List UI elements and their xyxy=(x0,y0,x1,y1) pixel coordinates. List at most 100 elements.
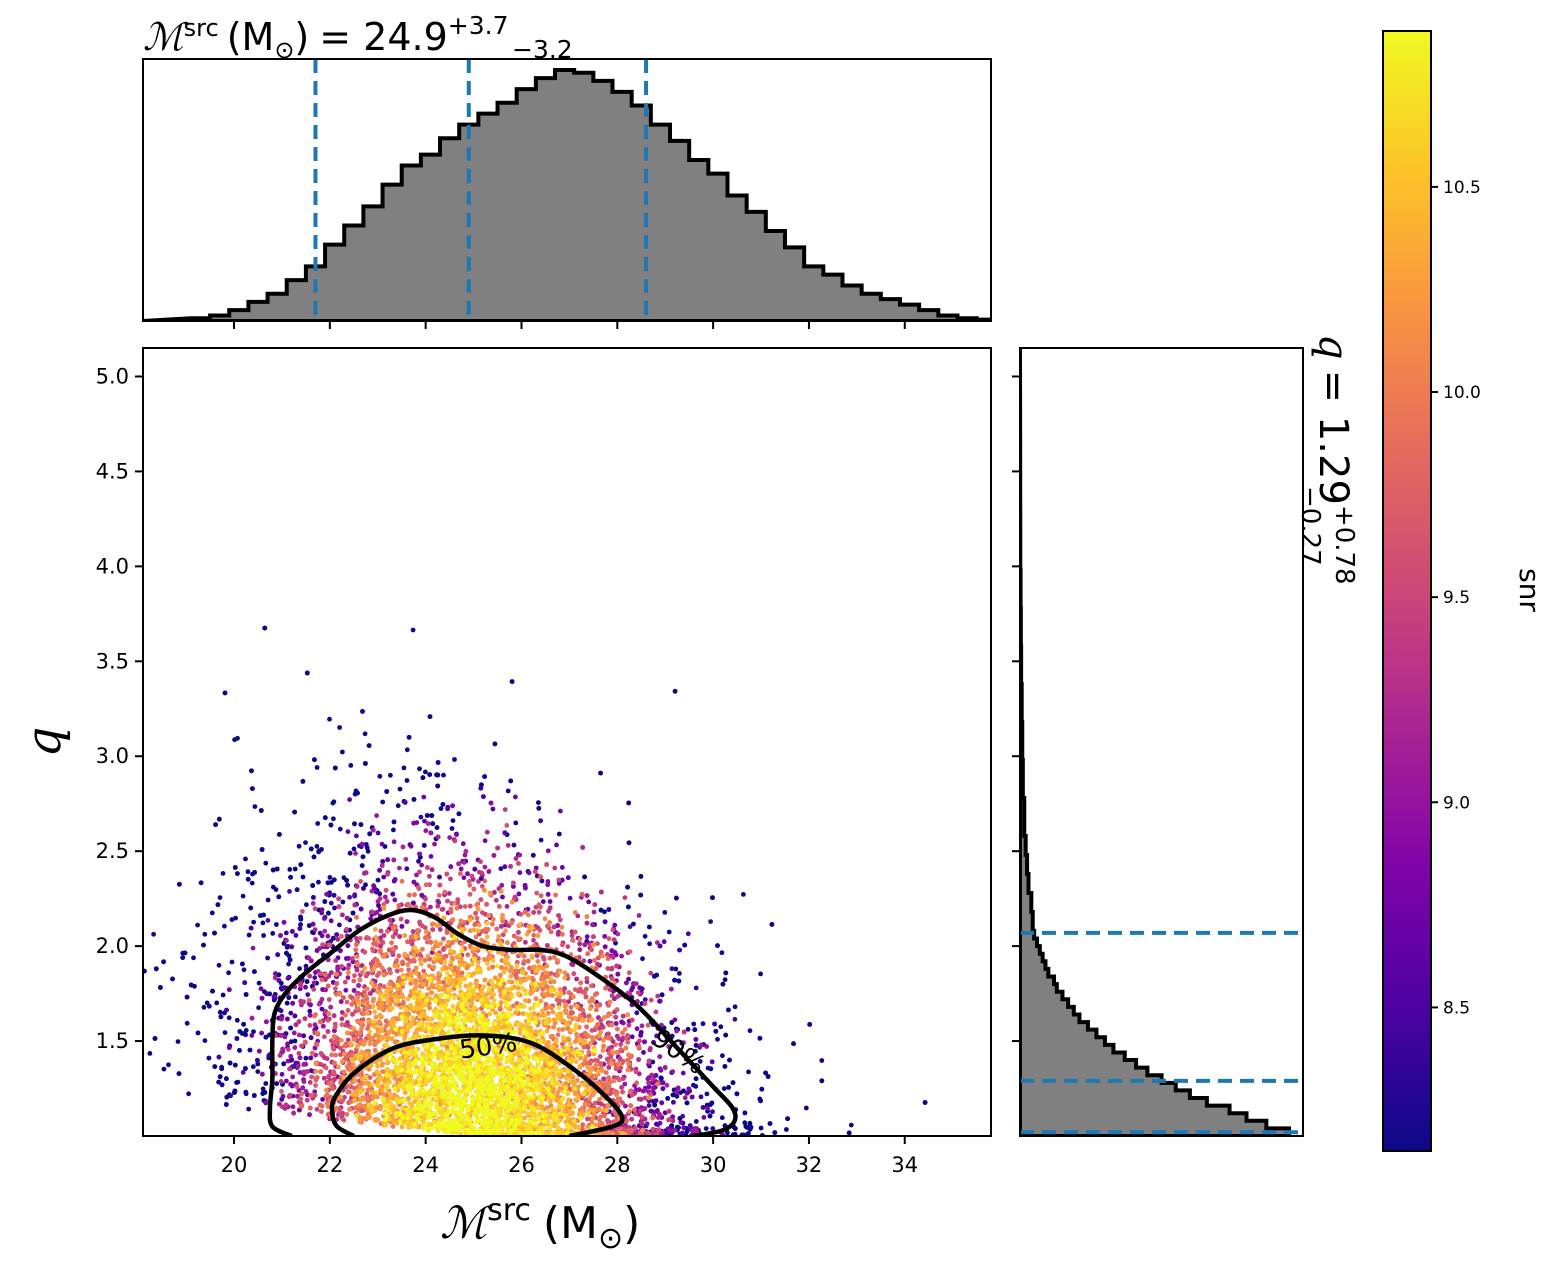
scatter-point xyxy=(662,1065,668,1070)
scatter-point xyxy=(427,882,432,888)
scatter-point xyxy=(592,1100,598,1106)
scatter-point xyxy=(301,999,306,1005)
scatter-point xyxy=(420,946,425,952)
scatter-point xyxy=(224,1076,229,1082)
scatter-point xyxy=(629,1116,634,1122)
scatter-point xyxy=(147,1051,153,1056)
scatter-point xyxy=(599,1101,604,1107)
scatter-point xyxy=(161,1066,167,1072)
scatter-point xyxy=(697,1059,703,1064)
scatter-point xyxy=(526,912,531,918)
scatter-point xyxy=(606,1031,611,1037)
scatter-point xyxy=(296,1019,302,1024)
scatter-point xyxy=(248,925,254,931)
scatter-point xyxy=(562,1008,568,1014)
scatter-point xyxy=(534,953,540,958)
scatter-point xyxy=(653,1073,659,1078)
scatter-point xyxy=(616,1077,622,1083)
scatter-point xyxy=(228,1093,233,1099)
scatter-point xyxy=(586,1033,591,1039)
scatter-point xyxy=(397,865,402,871)
scatter-point xyxy=(445,898,450,904)
scatter-point xyxy=(556,1027,562,1032)
scatter-point xyxy=(428,854,434,859)
scatter-point xyxy=(265,918,271,923)
scatter-point xyxy=(672,688,678,694)
scatter-point xyxy=(693,985,699,991)
scatter-point xyxy=(355,994,361,1000)
scatter-point xyxy=(473,934,479,940)
scatter-point xyxy=(354,884,360,889)
scatter-point xyxy=(352,821,357,827)
scatter-point xyxy=(209,910,215,916)
scatter-point xyxy=(403,856,409,862)
scatter-point xyxy=(383,887,389,893)
scatter-point xyxy=(680,1113,686,1119)
scatter-point xyxy=(334,971,339,977)
scatter-point xyxy=(206,1055,212,1061)
scatter-point xyxy=(465,952,471,958)
scatter-point xyxy=(380,940,386,945)
scatter-point xyxy=(590,1035,595,1040)
scatter-point xyxy=(287,957,293,963)
scatter-point xyxy=(693,1037,699,1042)
scatter-point xyxy=(381,1092,387,1097)
scatter-point xyxy=(423,828,429,834)
scatter-point xyxy=(612,949,618,955)
scatter-point xyxy=(382,894,388,900)
scatter-point xyxy=(325,1029,331,1034)
scatter-point xyxy=(667,1117,672,1122)
scatter-point xyxy=(332,905,337,911)
scatter-point xyxy=(629,1017,635,1023)
scatter-point xyxy=(278,933,283,938)
scatter-point xyxy=(511,880,516,886)
scatter-point xyxy=(314,765,320,770)
scatter-point xyxy=(320,1023,326,1029)
scatter-point xyxy=(622,895,628,900)
scatter-point xyxy=(289,944,295,950)
scatter-point xyxy=(540,899,546,904)
scatter-point xyxy=(287,867,293,872)
scatter-point xyxy=(686,1086,692,1092)
scatter-point xyxy=(581,958,587,964)
scatter-point xyxy=(288,1039,294,1045)
scatter-point xyxy=(326,1074,331,1080)
scatter-point xyxy=(758,1098,763,1104)
scatter-point xyxy=(590,1116,596,1121)
scatter-point xyxy=(176,1071,182,1076)
scatter-point xyxy=(538,874,543,880)
scatter-point xyxy=(490,921,495,927)
scatter-point xyxy=(638,874,644,879)
scatter-point xyxy=(746,1130,751,1136)
scatter-point xyxy=(235,735,240,741)
scatter-point xyxy=(670,1092,676,1098)
scatter-point xyxy=(313,1069,319,1074)
scatter-point xyxy=(626,1022,632,1028)
scatter-point xyxy=(668,986,674,992)
scatter-point xyxy=(648,1046,653,1051)
scatter-point xyxy=(587,1096,592,1101)
scatter-point xyxy=(314,1030,320,1036)
scatter-point xyxy=(440,906,446,912)
scatter-point xyxy=(201,1004,207,1010)
scatter-point xyxy=(458,866,464,872)
scatter-point xyxy=(262,1090,268,1095)
scatter-point xyxy=(318,1109,324,1114)
scatter-point xyxy=(555,958,560,964)
scatter-point xyxy=(547,955,553,961)
scatter-point xyxy=(645,1076,651,1082)
scatter-point xyxy=(627,924,633,930)
scatter-point xyxy=(600,953,606,959)
scatter-point xyxy=(542,916,548,922)
scatter-point xyxy=(603,985,608,991)
scatter-point xyxy=(414,872,419,878)
scatter-point xyxy=(638,892,644,898)
scatter-point xyxy=(444,943,450,949)
scatter-point xyxy=(422,957,428,963)
scatter-point xyxy=(206,1003,212,1009)
scatter-point xyxy=(681,1029,687,1035)
scatter-point xyxy=(715,1036,720,1042)
scatter-point xyxy=(338,948,343,954)
scatter-point xyxy=(479,870,485,876)
scatter-point xyxy=(485,927,491,932)
